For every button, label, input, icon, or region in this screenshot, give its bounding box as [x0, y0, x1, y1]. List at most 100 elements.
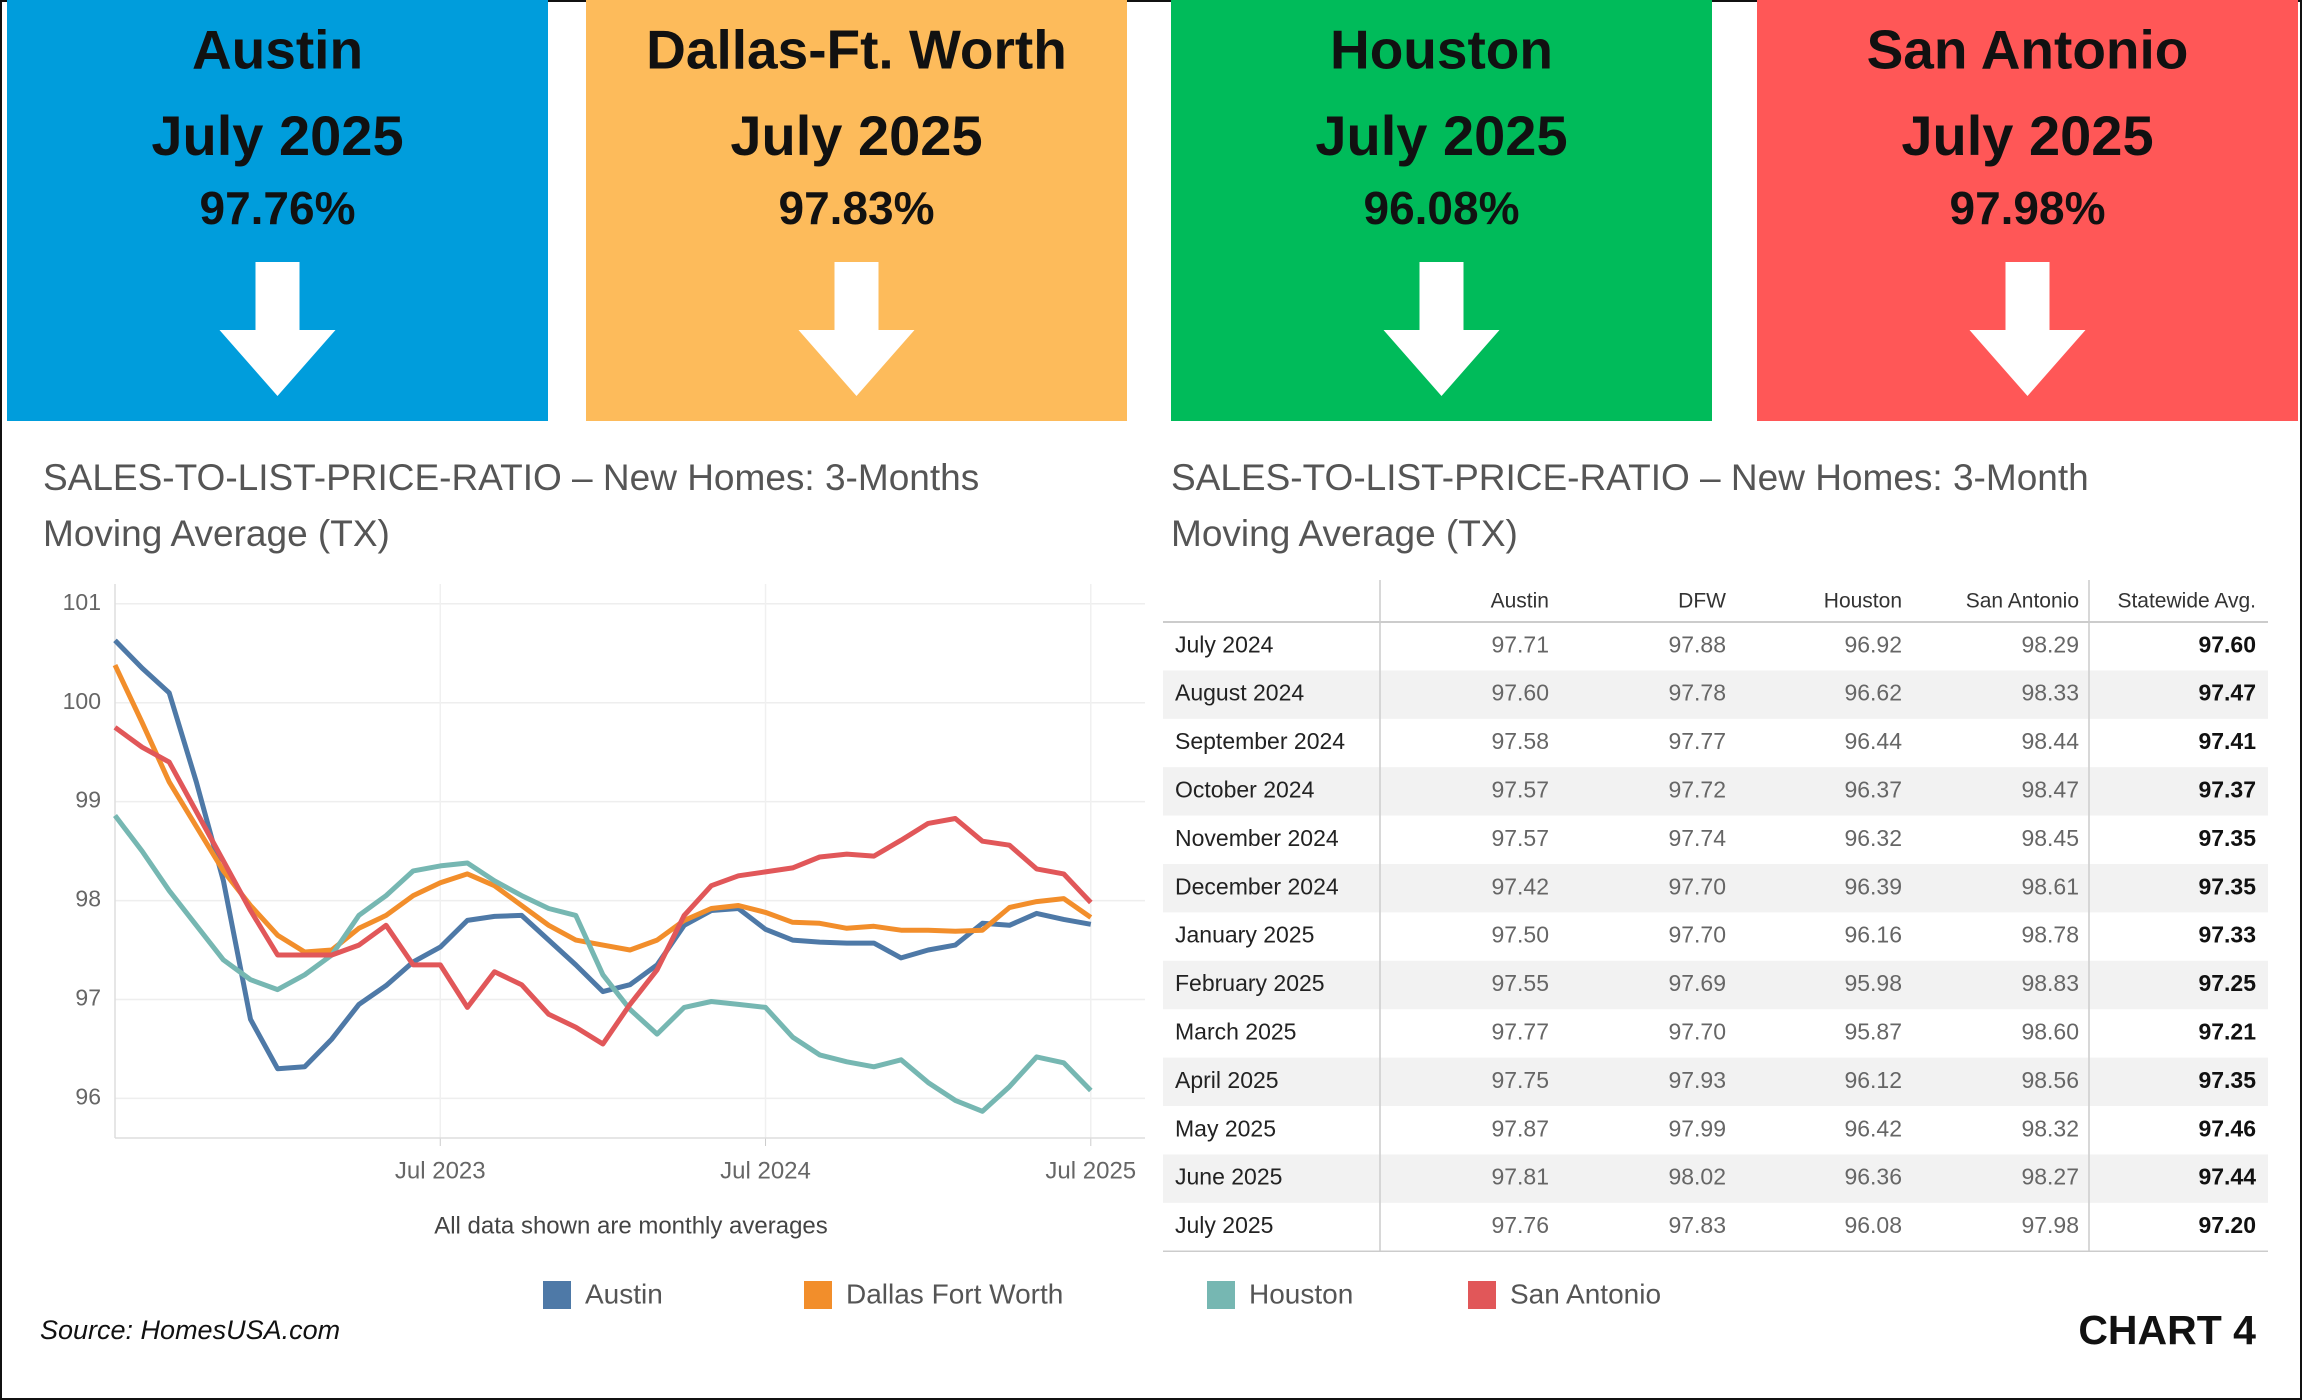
table-cell: 98.78: [2021, 922, 2079, 948]
legend-label: Houston: [1249, 1278, 1353, 1309]
table-cell: 96.62: [1844, 680, 1902, 706]
table-header: DFW: [1678, 590, 1726, 613]
table-cell: 97.98: [2021, 1212, 2079, 1238]
table-cell: 97.46: [2198, 1115, 2256, 1141]
series-line: [112, 664, 1093, 955]
y-tick-label: 98: [75, 886, 101, 912]
table-cell: 95.98: [1844, 970, 1902, 996]
table-cell: 96.16: [1844, 922, 1902, 948]
table-cell: 97.75: [1491, 1067, 1549, 1093]
table-header: Austin: [1491, 590, 1549, 613]
row-band: [1163, 960, 2268, 1010]
y-tick-label: 97: [75, 985, 101, 1011]
table-cell: 97.60: [1491, 680, 1549, 706]
row-label: March 2025: [1175, 1018, 1296, 1044]
table-cell: 97.69: [1668, 970, 1726, 996]
header-city: Austin: [192, 19, 363, 81]
table-cell: 97.41: [2198, 728, 2256, 754]
chart-title: SALES-TO-LIST-PRICE-RATIO – New Homes: 3…: [43, 457, 979, 554]
table-cell: 97.76: [1491, 1212, 1549, 1238]
table-cell: 97.35: [2198, 1067, 2256, 1093]
source-note: Source: HomesUSA.com: [40, 1315, 340, 1345]
legend-swatch: [804, 1281, 832, 1309]
legend-label: Austin: [585, 1278, 663, 1309]
table-cell: 97.57: [1491, 776, 1549, 802]
plot-area: [115, 584, 1145, 1138]
table-cell: 98.61: [2021, 873, 2079, 899]
table-cell: 97.93: [1668, 1067, 1726, 1093]
x-tick-label: Jul 2024: [720, 1157, 811, 1184]
table-cell: 97.55: [1491, 970, 1549, 996]
legend-label: San Antonio: [1510, 1278, 1661, 1309]
table-cell: 96.08: [1844, 1212, 1902, 1238]
table-cell: 97.25: [2198, 970, 2256, 996]
row-band: [1163, 864, 2268, 913]
header-city: Dallas-Ft. Worth: [646, 19, 1067, 81]
table-cell: 98.32: [2021, 1115, 2079, 1141]
table-header: San Antonio: [1966, 590, 2079, 613]
table-cell: 97.47: [2198, 680, 2256, 706]
row-label: July 2025: [1175, 1212, 1273, 1238]
table-cell: 97.72: [1668, 776, 1726, 802]
table-cell: 97.35: [2198, 873, 2256, 899]
y-tick-label: 101: [63, 589, 101, 615]
x-tick-label: Jul 2025: [1045, 1157, 1136, 1184]
table-cell: 96.44: [1844, 728, 1902, 754]
series-line: [113, 638, 1092, 1072]
row-label: June 2025: [1175, 1164, 1282, 1190]
table-cell: 96.42: [1844, 1115, 1902, 1141]
table-cell: 98.56: [2021, 1067, 2079, 1093]
row-band: [1163, 767, 2268, 816]
table-cell: 98.27: [2021, 1164, 2079, 1190]
table-cell: 97.88: [1668, 631, 1726, 657]
table-cell: 98.02: [1668, 1164, 1726, 1190]
table-cell: 97.70: [1668, 1018, 1726, 1044]
row-label: November 2024: [1175, 825, 1339, 851]
table-cell: 97.60: [2198, 631, 2256, 657]
table-cell: 97.44: [2198, 1164, 2256, 1190]
y-tick-label: 100: [63, 688, 101, 714]
header-city: Houston: [1330, 19, 1553, 81]
row-label: December 2024: [1175, 873, 1339, 899]
table-cell: 98.44: [2021, 728, 2079, 754]
table-cell: 97.21: [2198, 1018, 2256, 1044]
row-label: July 2024: [1175, 631, 1274, 657]
table-header: Houston: [1824, 590, 1902, 613]
table-cell: 98.45: [2021, 825, 2079, 851]
table-cell: 98.60: [2021, 1018, 2079, 1044]
table-cell: 96.36: [1844, 1164, 1902, 1190]
table-cell: 96.12: [1844, 1067, 1902, 1093]
table-cell: 97.83: [1668, 1212, 1726, 1238]
chart-label: CHART 4: [2078, 1307, 2256, 1353]
y-tick-label: 99: [75, 787, 101, 813]
table-cell: 97.78: [1668, 680, 1726, 706]
table-cell: 97.58: [1491, 728, 1549, 754]
table-cell: 96.39: [1844, 873, 1902, 899]
header-period: July 2025: [1315, 104, 1567, 167]
table-cell: 97.70: [1668, 922, 1726, 948]
table-cell: 97.33: [2198, 922, 2256, 948]
down-arrow: [1383, 262, 1500, 396]
row-band: [1163, 1154, 2268, 1203]
table-cell: 97.77: [1491, 1018, 1549, 1044]
down-arrow: [798, 262, 915, 396]
down-arrow: [219, 262, 336, 396]
table-cell: 97.37: [2198, 776, 2256, 802]
table-cell: 97.20: [2198, 1212, 2256, 1238]
table-cell: 97.74: [1668, 825, 1726, 851]
legend-label: Dallas Fort Worth: [846, 1278, 1063, 1309]
table-cell: 97.71: [1491, 631, 1549, 657]
y-tick-label: 96: [75, 1084, 101, 1110]
header-period: July 2025: [151, 104, 403, 167]
down-arrow: [1969, 262, 2086, 396]
table-cell: 98.83: [2021, 970, 2079, 996]
table-cell: 97.57: [1491, 825, 1549, 851]
series-line: [113, 813, 1093, 1114]
row-band: [1163, 670, 2268, 719]
table-cell: 96.92: [1844, 631, 1902, 657]
header-period: July 2025: [1901, 104, 2153, 167]
table-cell: 96.37: [1844, 776, 1902, 802]
table-cell: 96.32: [1844, 825, 1902, 851]
